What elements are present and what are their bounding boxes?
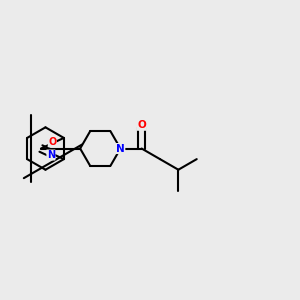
Text: N: N (116, 143, 125, 154)
Text: O: O (137, 120, 146, 130)
Text: N: N (47, 150, 55, 160)
Text: O: O (48, 137, 56, 147)
